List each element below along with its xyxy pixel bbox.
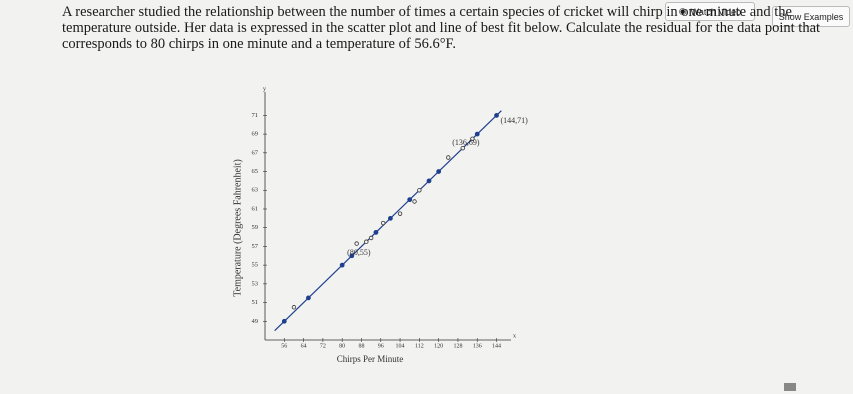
x-tick-label: 136 (473, 343, 482, 349)
data-point (412, 199, 417, 204)
x-axis-label: Chirps Per Minute (337, 354, 404, 364)
data-point (388, 215, 393, 221)
y-tick-label: 63 (252, 187, 259, 194)
x-symbol: x (513, 333, 516, 339)
corner-icon (784, 383, 796, 391)
data-point (474, 131, 480, 137)
y-tick-label: 49 (252, 318, 259, 325)
data-point (349, 253, 355, 259)
y-tick-label: 53 (252, 280, 259, 287)
x-tick-label: 128 (453, 343, 462, 349)
data-point (380, 220, 386, 226)
y-tick-label: 51 (252, 299, 259, 306)
x-tick-label: 56 (281, 343, 287, 349)
data-point (460, 145, 465, 151)
data-point (417, 188, 422, 193)
y-tick-label: 71 (252, 112, 259, 119)
question-text: A researcher studied the relationship be… (62, 4, 821, 52)
x-tick-label: 88 (358, 343, 364, 349)
x-tick-label: 96 (378, 343, 384, 349)
data-point (281, 318, 287, 324)
watch-video-button[interactable]: ◉ Watch Video (665, 2, 755, 21)
data-point (494, 112, 499, 118)
data-point (339, 262, 345, 268)
data-point (426, 178, 432, 184)
data-point (373, 229, 379, 235)
annotation: (80,55) (347, 248, 371, 257)
y-tick-label: 65 (252, 168, 259, 175)
data-point (397, 211, 403, 216)
y-tick-label: 69 (252, 131, 259, 138)
x-tick-label: 104 (396, 343, 405, 349)
x-tick-label: 80 (339, 343, 345, 349)
y-tick-label: 57 (252, 243, 259, 250)
annotation: (136,69) (452, 138, 480, 147)
y-tick-label: 55 (252, 262, 259, 269)
x-tick-label: 112 (415, 343, 424, 349)
x-tick-label: 144 (492, 343, 501, 349)
data-point (368, 235, 374, 241)
button-label: Watch Video (690, 6, 742, 17)
y-tick-label: 59 (252, 224, 259, 231)
show-examples-button[interactable]: Show Examples (772, 6, 850, 27)
x-tick-label: 64 (301, 343, 307, 349)
data-point (436, 169, 442, 174)
data-point (364, 239, 369, 244)
data-point (306, 295, 311, 301)
play-icon: ◉ (678, 6, 687, 16)
y-tick-label: 61 (252, 205, 259, 212)
y-symbol: y (263, 86, 266, 92)
annotation: (144,71) (501, 116, 529, 125)
data-point (470, 136, 475, 141)
data-point (446, 155, 451, 160)
y-axis-label: Temperature (Degrees Fahrenheit) (232, 159, 243, 297)
x-tick-label: 120 (434, 343, 443, 349)
y-tick-label: 67 (252, 149, 259, 156)
data-point (291, 305, 297, 310)
data-point (354, 241, 359, 246)
data-point (407, 197, 413, 203)
x-tick-label: 72 (320, 343, 326, 349)
